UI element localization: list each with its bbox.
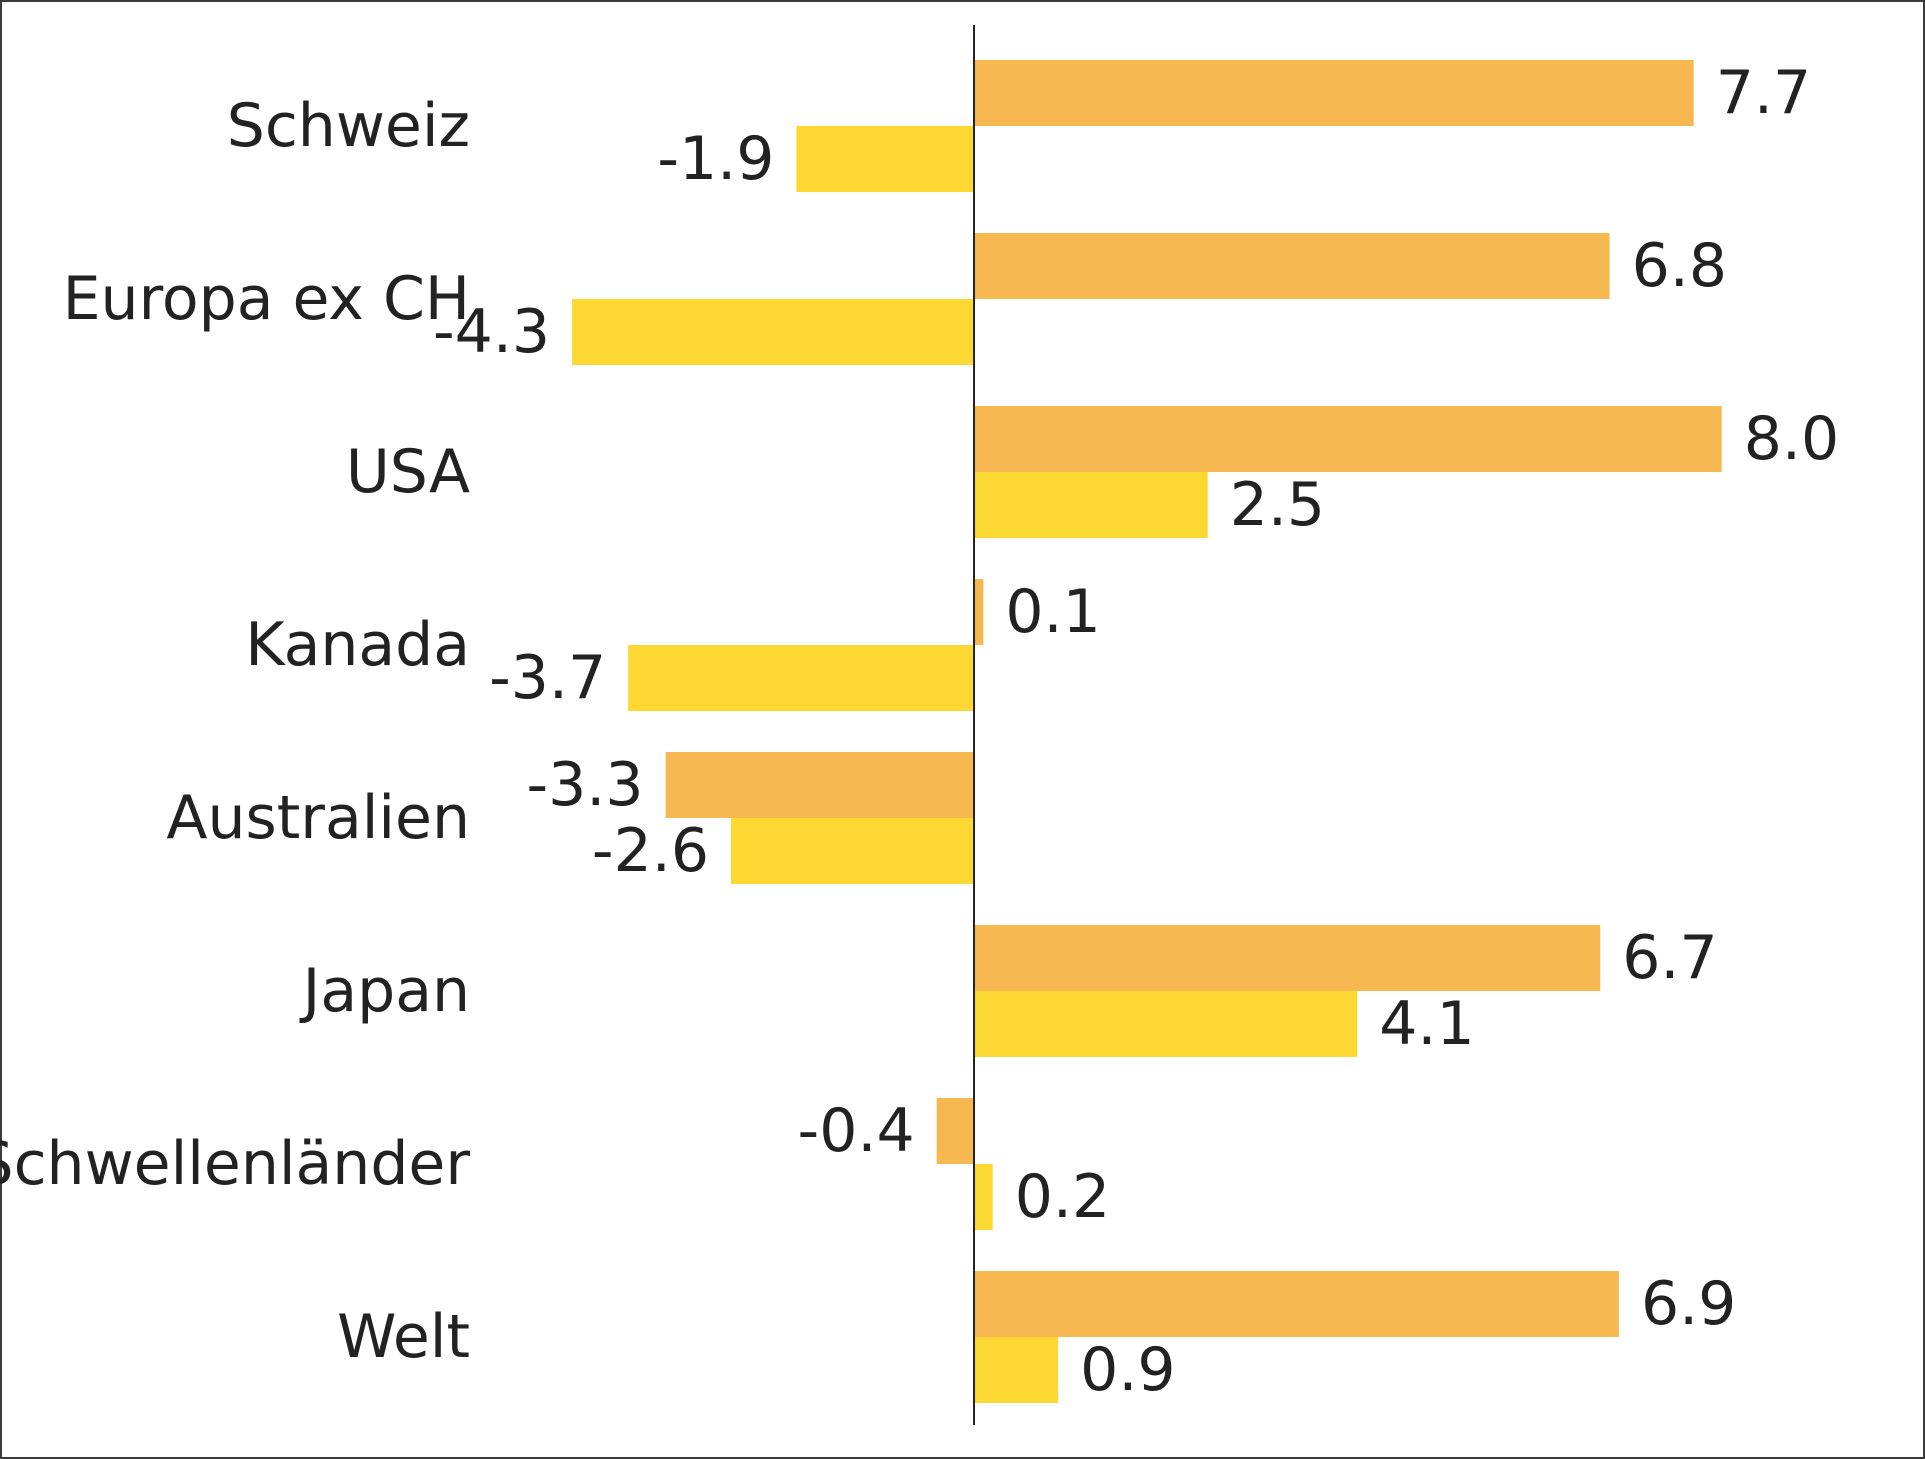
value-label: 6.9 bbox=[1641, 1269, 1736, 1339]
bar-series-2 bbox=[974, 472, 1208, 538]
value-label: 7.7 bbox=[1716, 58, 1811, 128]
bar-series-1 bbox=[974, 233, 1610, 299]
category-label: USA bbox=[346, 437, 470, 507]
value-label: -1.9 bbox=[657, 124, 774, 194]
category-labels: Schweiz Europa ex CH USA Kanada Australien Ja… bbox=[0, 91, 470, 1372]
value-label: 4.1 bbox=[1379, 989, 1474, 1059]
value-label: -4.3 bbox=[433, 297, 550, 367]
bar-series-1 bbox=[974, 406, 1722, 472]
bar-series-1 bbox=[936, 1098, 975, 1164]
value-label: -0.4 bbox=[798, 1096, 915, 1166]
bar-series-2 bbox=[796, 126, 975, 192]
category-label: Japan bbox=[299, 956, 470, 1026]
bar-series-2 bbox=[974, 1337, 1059, 1403]
bar-series-1 bbox=[974, 579, 984, 645]
value-label: -3.7 bbox=[489, 643, 606, 713]
bar-series-2 bbox=[731, 818, 975, 884]
value-label: 0.1 bbox=[1005, 577, 1100, 647]
bar-series-2 bbox=[628, 645, 975, 711]
category-label: Schweiz bbox=[227, 91, 470, 161]
value-label: 0.9 bbox=[1080, 1335, 1175, 1405]
bar-series-1 bbox=[665, 752, 975, 818]
bar-series-1 bbox=[974, 1271, 1619, 1337]
category-label: Australien bbox=[166, 783, 470, 853]
value-label: -2.6 bbox=[592, 816, 709, 886]
bar-series-1 bbox=[974, 60, 1694, 126]
category-label: Welt bbox=[337, 1302, 470, 1372]
value-label: -3.3 bbox=[526, 750, 643, 820]
bar-series-2 bbox=[572, 299, 975, 365]
value-label: 0.2 bbox=[1015, 1162, 1110, 1232]
value-label: 8.0 bbox=[1744, 404, 1839, 474]
bars bbox=[572, 60, 1722, 1403]
category-label: Europa ex CH bbox=[63, 264, 470, 334]
bar-series-2 bbox=[974, 991, 1358, 1057]
bar-series-2 bbox=[974, 1164, 993, 1230]
value-labels: 7.7 -1.9 6.8 -4.3 8.0 2.5 0.1 -3.7 -3.3-2.6 6.7 4.… bbox=[433, 58, 1839, 1405]
value-label: 6.7 bbox=[1622, 923, 1717, 993]
category-label: Kanada bbox=[245, 610, 470, 680]
value-label: 6.8 bbox=[1632, 231, 1727, 301]
category-label: Schwellenländer bbox=[0, 1129, 470, 1199]
bar-series-1 bbox=[974, 925, 1601, 991]
value-label: 2.5 bbox=[1230, 470, 1325, 540]
